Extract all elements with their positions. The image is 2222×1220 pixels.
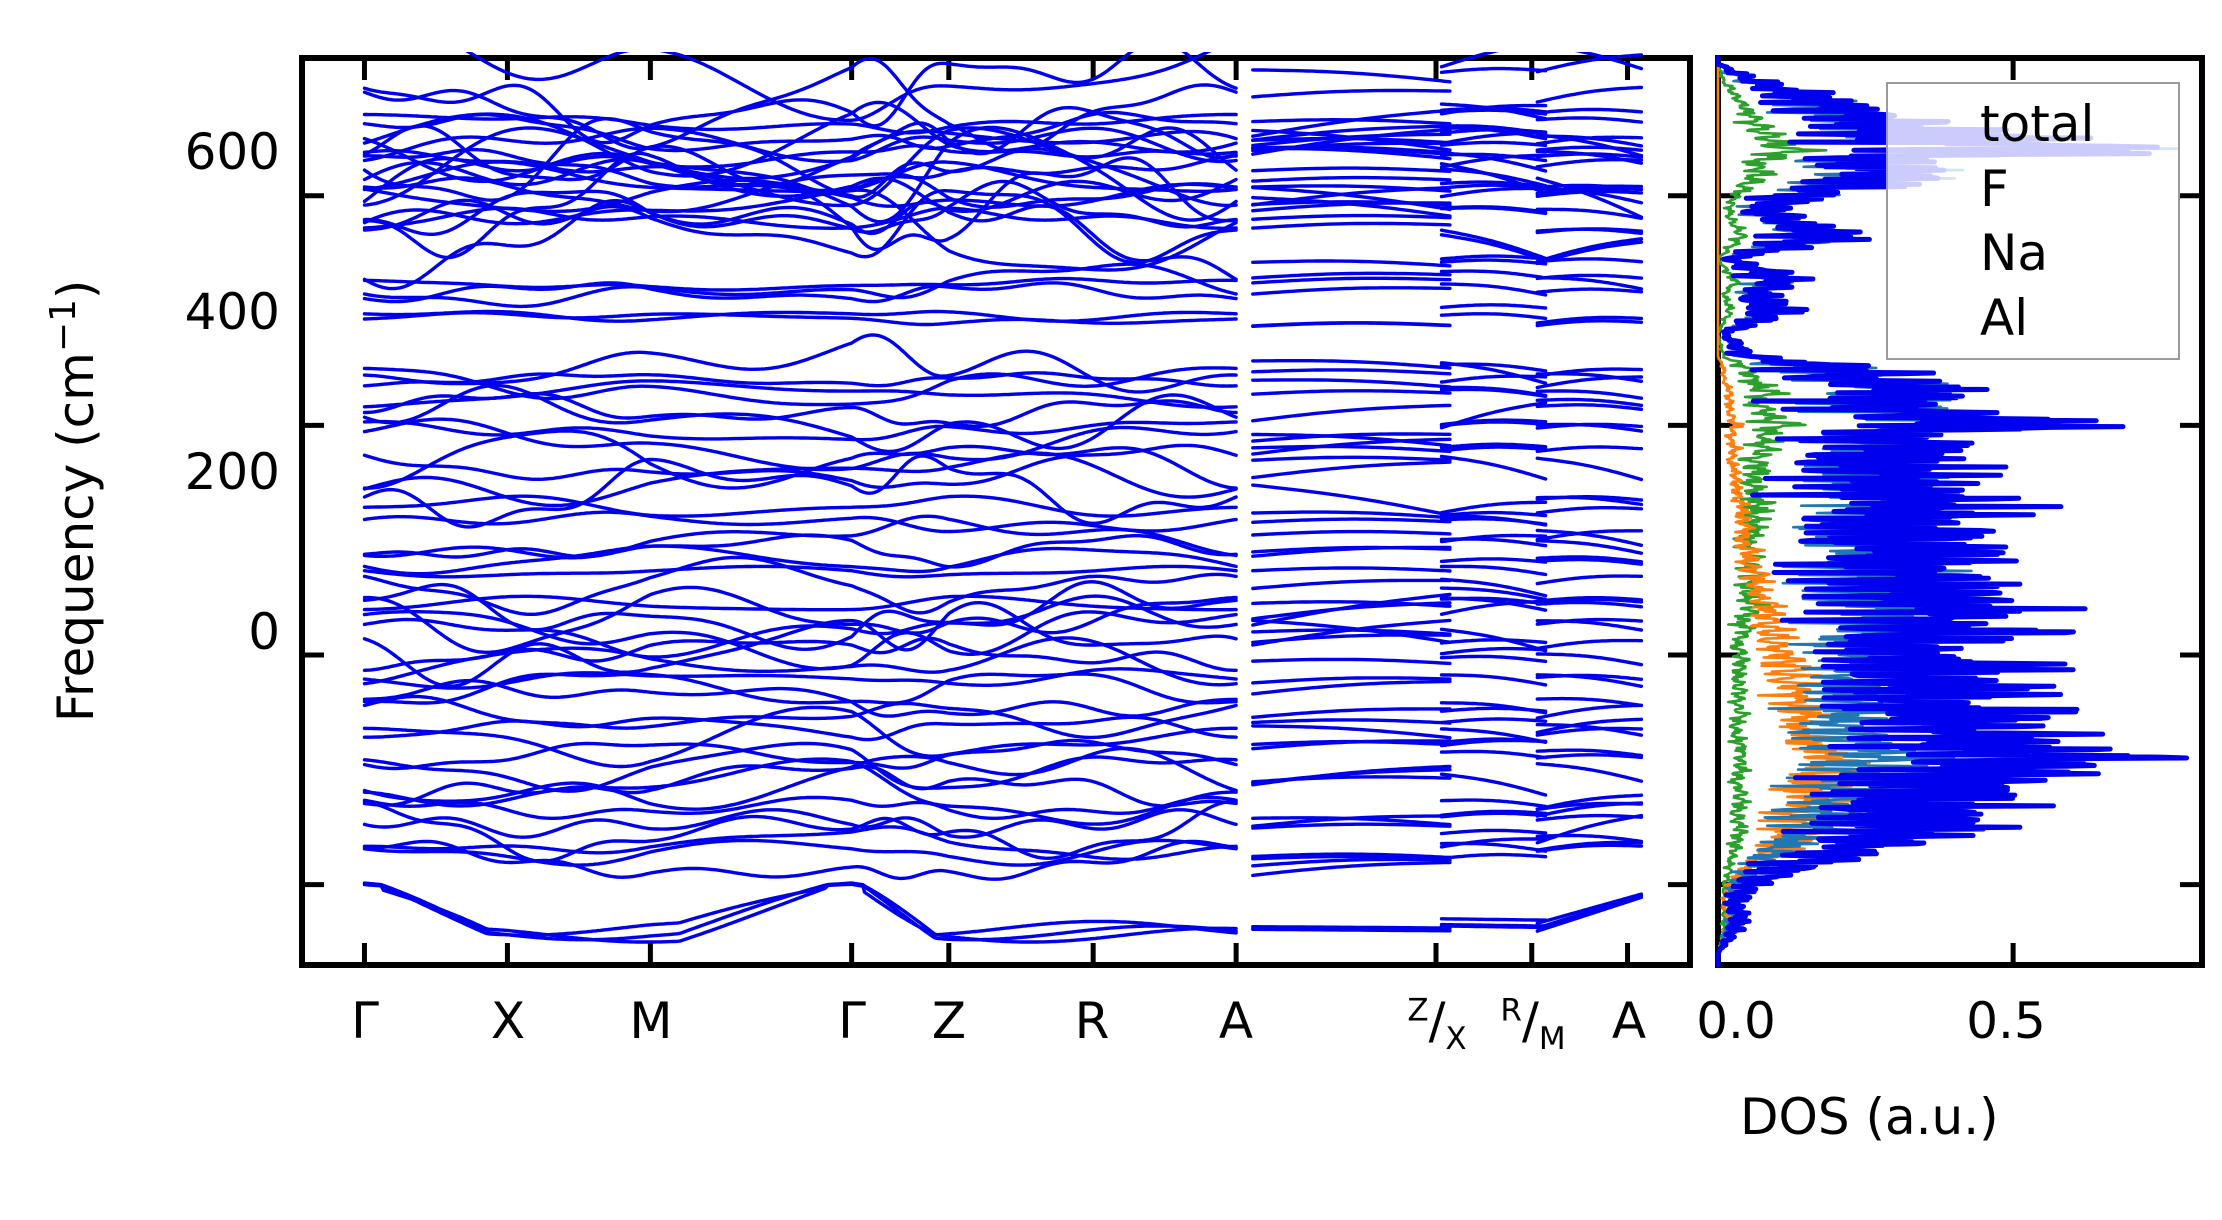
y-tick-600: 600 [184, 123, 280, 181]
y-tick-400: 400 [184, 283, 280, 341]
x-tick-r: R [1074, 992, 1110, 1050]
x-tick-x: X [490, 992, 526, 1050]
x-tick-r-over-m-denominator: M [1538, 1021, 1566, 1057]
x-tick-m: M [629, 992, 673, 1050]
x-tick-a-1: A [1218, 992, 1254, 1050]
dos-x-tick-0: 0.0 [1696, 992, 1776, 1050]
x-tick-r-over-m: R/M [1500, 992, 1565, 1057]
legend-label-na: Na [1980, 224, 2049, 283]
legend-item-f: F [1898, 158, 2168, 220]
legend-label-total: total [1980, 95, 2095, 154]
dos-legend: total F Na Al [1886, 82, 2180, 360]
x-tick-gamma-1: Γ [351, 992, 379, 1050]
x-tick-z-over-x-denominator: X [1445, 1021, 1467, 1057]
legend-item-al: Al [1898, 287, 2168, 349]
y-tick-200: 200 [184, 443, 280, 501]
dos-plot [1715, 55, 2205, 968]
x-tick-gamma-2: Γ [838, 992, 866, 1050]
x-tick-r-over-m-numerator: R [1500, 992, 1522, 1029]
x-tick-slash-2: / [1521, 992, 1539, 1050]
y-tick-0: 0 [248, 603, 280, 661]
legend-label-al: Al [1980, 288, 2029, 347]
x-tick-z-over-x: Z/X [1407, 992, 1466, 1057]
x-tick-a-2: A [1611, 992, 1647, 1050]
band-structure-plot [299, 52, 1693, 968]
dos-x-tick-0p5: 0.5 [1966, 992, 2046, 1050]
x-tick-slash-1: / [1428, 992, 1446, 1050]
legend-label-f: F [1980, 159, 2009, 218]
legend-item-na: Na [1898, 222, 2168, 284]
dos-x-axis-label: DOS (a.u.) [1740, 1088, 1999, 1146]
x-tick-z: Z [931, 992, 967, 1050]
x-tick-z-over-x-numerator: Z [1407, 992, 1429, 1029]
legend-item-total: total [1898, 93, 2168, 155]
